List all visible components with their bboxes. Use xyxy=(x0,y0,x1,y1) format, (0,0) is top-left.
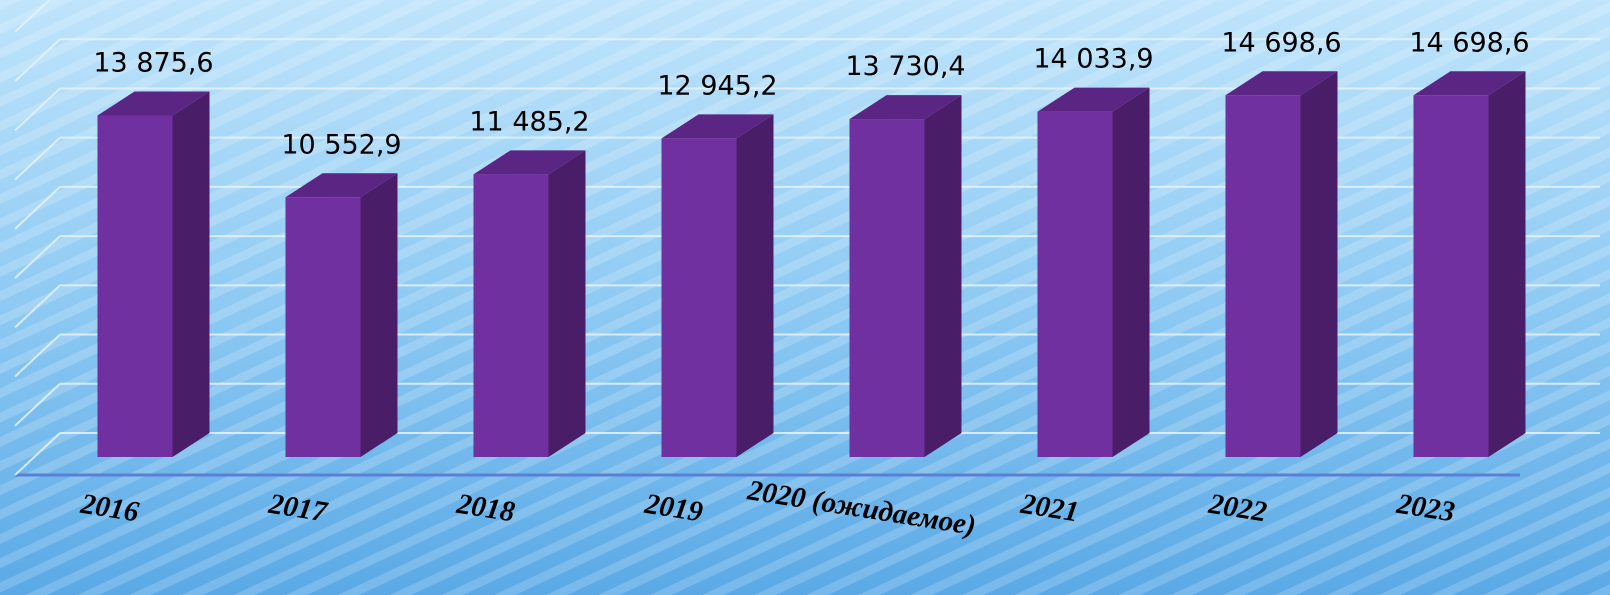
grid-line xyxy=(14,333,61,378)
bar-side xyxy=(172,91,210,457)
bar-top xyxy=(97,91,210,116)
bar xyxy=(849,119,925,458)
bar-side xyxy=(1488,71,1526,457)
grid-line xyxy=(14,0,51,33)
bar-top xyxy=(1413,71,1526,96)
grid-line xyxy=(14,284,61,329)
bar xyxy=(285,197,361,457)
value-label: 14 698,6 xyxy=(1409,27,1529,58)
bar xyxy=(661,138,737,458)
bar-side xyxy=(924,95,962,458)
bar xyxy=(1413,95,1489,457)
value-label: 13 730,4 xyxy=(845,51,965,82)
bar-side xyxy=(1300,71,1338,457)
value-label: 14 033,9 xyxy=(1033,44,1153,75)
bar xyxy=(1037,111,1113,457)
bar-side xyxy=(360,173,398,457)
bar-top xyxy=(473,150,586,175)
value-label: 11 485,2 xyxy=(469,106,589,137)
bar-top xyxy=(661,114,774,139)
bar-side xyxy=(736,114,774,458)
bar xyxy=(473,174,549,457)
bar-top xyxy=(849,95,962,120)
grid-line xyxy=(14,136,61,181)
bar-side xyxy=(548,150,586,457)
grid-line xyxy=(14,432,61,476)
bar-top xyxy=(1037,87,1150,112)
value-label: 10 552,9 xyxy=(281,129,401,160)
value-label: 12 945,2 xyxy=(657,70,777,101)
bar-top xyxy=(285,173,398,198)
value-label: 14 698,6 xyxy=(1221,27,1341,58)
grid-line xyxy=(14,38,61,82)
bar-side xyxy=(1112,87,1150,457)
bar-top xyxy=(1225,71,1338,96)
grid-line xyxy=(14,383,61,427)
value-label: 13 875,6 xyxy=(93,48,213,79)
bar xyxy=(1225,95,1301,457)
grid-line xyxy=(14,235,61,279)
grid-line xyxy=(14,186,61,230)
bar xyxy=(97,115,173,457)
grid-line xyxy=(14,87,61,132)
